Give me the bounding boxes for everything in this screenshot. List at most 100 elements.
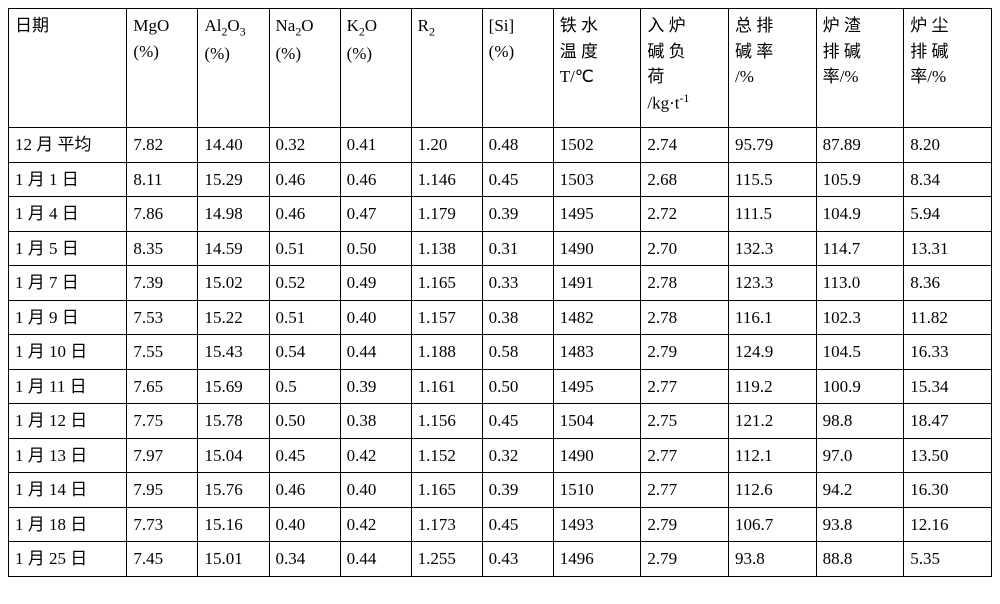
cell: 1 月 14 日 (9, 473, 127, 508)
cell: 1495 (553, 369, 641, 404)
cell: 15.22 (198, 300, 269, 335)
cell: 0.43 (482, 542, 553, 577)
cell: 1.156 (411, 404, 482, 439)
cell: 1495 (553, 197, 641, 232)
cell: 116.1 (728, 300, 816, 335)
cell: 8.34 (904, 162, 992, 197)
cell: 18.47 (904, 404, 992, 439)
cell: 7.45 (127, 542, 198, 577)
cell: 7.73 (127, 507, 198, 542)
cell: 1.165 (411, 473, 482, 508)
cell: 0.42 (340, 438, 411, 473)
cell: 7.75 (127, 404, 198, 439)
cell: 15.78 (198, 404, 269, 439)
cell: 2.78 (641, 300, 729, 335)
cell: 1 月 13 日 (9, 438, 127, 473)
cell: 2.68 (641, 162, 729, 197)
cell: 112.6 (728, 473, 816, 508)
cell: 7.82 (127, 128, 198, 163)
cell: 13.31 (904, 231, 992, 266)
cell: 8.35 (127, 231, 198, 266)
cell: 1 月 7 日 (9, 266, 127, 301)
cell: 1490 (553, 438, 641, 473)
cell: 15.16 (198, 507, 269, 542)
cell: 2.75 (641, 404, 729, 439)
cell: 0.45 (482, 404, 553, 439)
cell: 1 月 18 日 (9, 507, 127, 542)
cell: 93.8 (728, 542, 816, 577)
cell: 104.5 (816, 335, 904, 370)
cell: 0.39 (340, 369, 411, 404)
cell: 0.38 (482, 300, 553, 335)
table-row: 1 月 9 日7.5315.220.510.401.1570.3814822.7… (9, 300, 992, 335)
table-row: 1 月 10 日7.5515.430.540.441.1880.5814832.… (9, 335, 992, 370)
cell: 0.58 (482, 335, 553, 370)
table-row: 1 月 25 日7.4515.010.340.441.2550.4314962.… (9, 542, 992, 577)
col-header-na2o: Na2O(%) (269, 9, 340, 128)
cell: 0.51 (269, 231, 340, 266)
cell: 15.69 (198, 369, 269, 404)
cell: 93.8 (816, 507, 904, 542)
cell: 0.51 (269, 300, 340, 335)
table-row: 1 月 1 日8.1115.290.460.461.1460.4515032.6… (9, 162, 992, 197)
cell: 15.43 (198, 335, 269, 370)
cell: 2.72 (641, 197, 729, 232)
cell: 1.179 (411, 197, 482, 232)
cell: 7.97 (127, 438, 198, 473)
cell: 0.42 (340, 507, 411, 542)
cell: 0.38 (340, 404, 411, 439)
col-header-load: 入 炉碱 负荷/kg·t-1 (641, 9, 729, 128)
cell: 1.173 (411, 507, 482, 542)
col-header-si: [Si](%) (482, 9, 553, 128)
cell: 0.54 (269, 335, 340, 370)
cell: 14.98 (198, 197, 269, 232)
cell: 2.70 (641, 231, 729, 266)
cell: 1.152 (411, 438, 482, 473)
cell: 0.32 (269, 128, 340, 163)
cell: 1 月 25 日 (9, 542, 127, 577)
cell: 87.89 (816, 128, 904, 163)
cell: 0.40 (340, 473, 411, 508)
cell: 5.94 (904, 197, 992, 232)
cell: 97.0 (816, 438, 904, 473)
cell: 124.9 (728, 335, 816, 370)
cell: 0.31 (482, 231, 553, 266)
cell: 2.77 (641, 369, 729, 404)
cell: 0.50 (269, 404, 340, 439)
cell: 0.45 (269, 438, 340, 473)
cell: 102.3 (816, 300, 904, 335)
cell: 1 月 5 日 (9, 231, 127, 266)
table-row: 1 月 7 日7.3915.020.520.491.1650.3314912.7… (9, 266, 992, 301)
cell: 0.46 (269, 162, 340, 197)
cell: 106.7 (728, 507, 816, 542)
cell: 1503 (553, 162, 641, 197)
cell: 1.138 (411, 231, 482, 266)
table-row: 1 月 5 日8.3514.590.510.501.1380.3114902.7… (9, 231, 992, 266)
table-header-row: 日期MgO(%)Al2O3(%)Na2O(%)K2O(%)R2[Si](%)铁 … (9, 9, 992, 128)
cell: 94.2 (816, 473, 904, 508)
cell: 7.39 (127, 266, 198, 301)
cell: 8.11 (127, 162, 198, 197)
cell: 0.44 (340, 335, 411, 370)
cell: 1.146 (411, 162, 482, 197)
cell: 1502 (553, 128, 641, 163)
cell: 2.77 (641, 473, 729, 508)
cell: 1 月 12 日 (9, 404, 127, 439)
cell: 1.157 (411, 300, 482, 335)
cell: 8.36 (904, 266, 992, 301)
cell: 1490 (553, 231, 641, 266)
cell: 2.74 (641, 128, 729, 163)
cell: 1504 (553, 404, 641, 439)
cell: 98.8 (816, 404, 904, 439)
table-body: 12 月 平均7.8214.400.320.411.200.4815022.74… (9, 128, 992, 577)
cell: 15.76 (198, 473, 269, 508)
cell: 15.34 (904, 369, 992, 404)
cell: 2.78 (641, 266, 729, 301)
cell: 0.50 (340, 231, 411, 266)
cell: 1483 (553, 335, 641, 370)
col-header-date: 日期 (9, 9, 127, 128)
cell: 1.165 (411, 266, 482, 301)
cell: 0.52 (269, 266, 340, 301)
cell: 7.53 (127, 300, 198, 335)
cell: 0.39 (482, 197, 553, 232)
